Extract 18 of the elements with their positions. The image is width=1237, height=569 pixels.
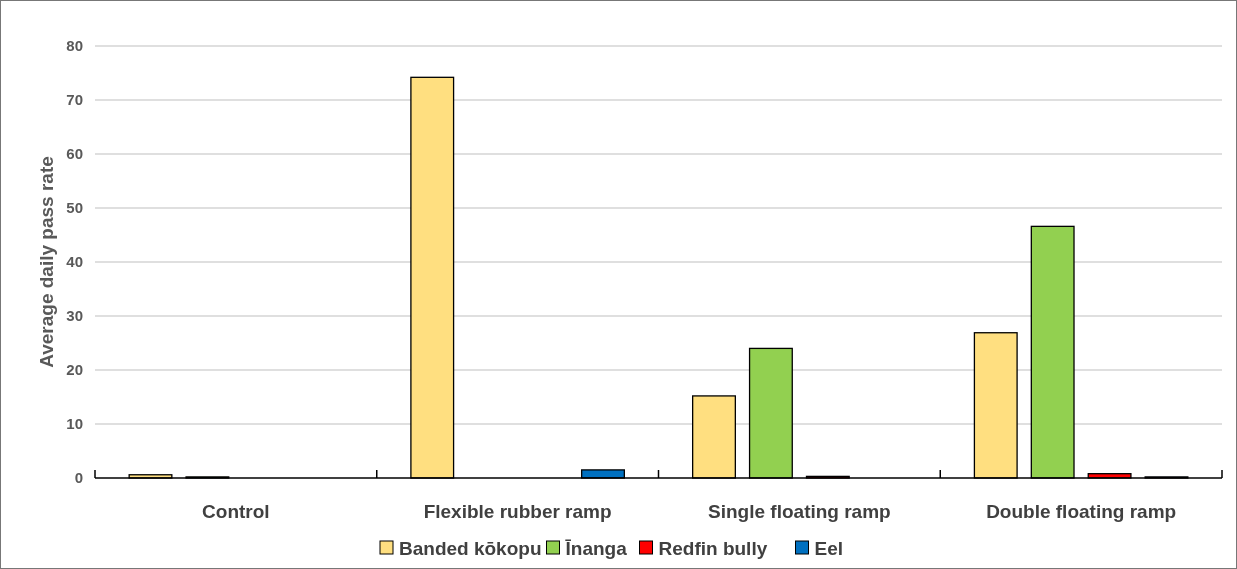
y-tick-label: 80 [66,37,83,55]
legend-label: Redfin bully [658,537,768,559]
x-tick-label: Control [202,501,270,522]
y-tick-label: 10 [66,415,83,433]
x-tick-label: Single floating ramp [708,501,891,522]
x-tick-label: Double floating ramp [986,501,1177,522]
y-axis-title: Average daily pass rate [36,156,57,368]
y-tick-label: 40 [66,253,83,271]
y-tick-label: 0 [74,469,83,487]
y-tick-label: 30 [66,307,83,325]
y-tick-label: 60 [66,145,83,163]
x-tick-label: Flexible rubber ramp [423,501,612,522]
y-tick-label: 50 [66,199,83,217]
legend-label: Īnanga [564,537,628,559]
y-tick-label: 20 [66,361,83,379]
y-tick-label: 70 [66,91,83,109]
legend-label: Banded kōkopu [399,537,542,559]
legend-label: Eel [814,537,844,559]
